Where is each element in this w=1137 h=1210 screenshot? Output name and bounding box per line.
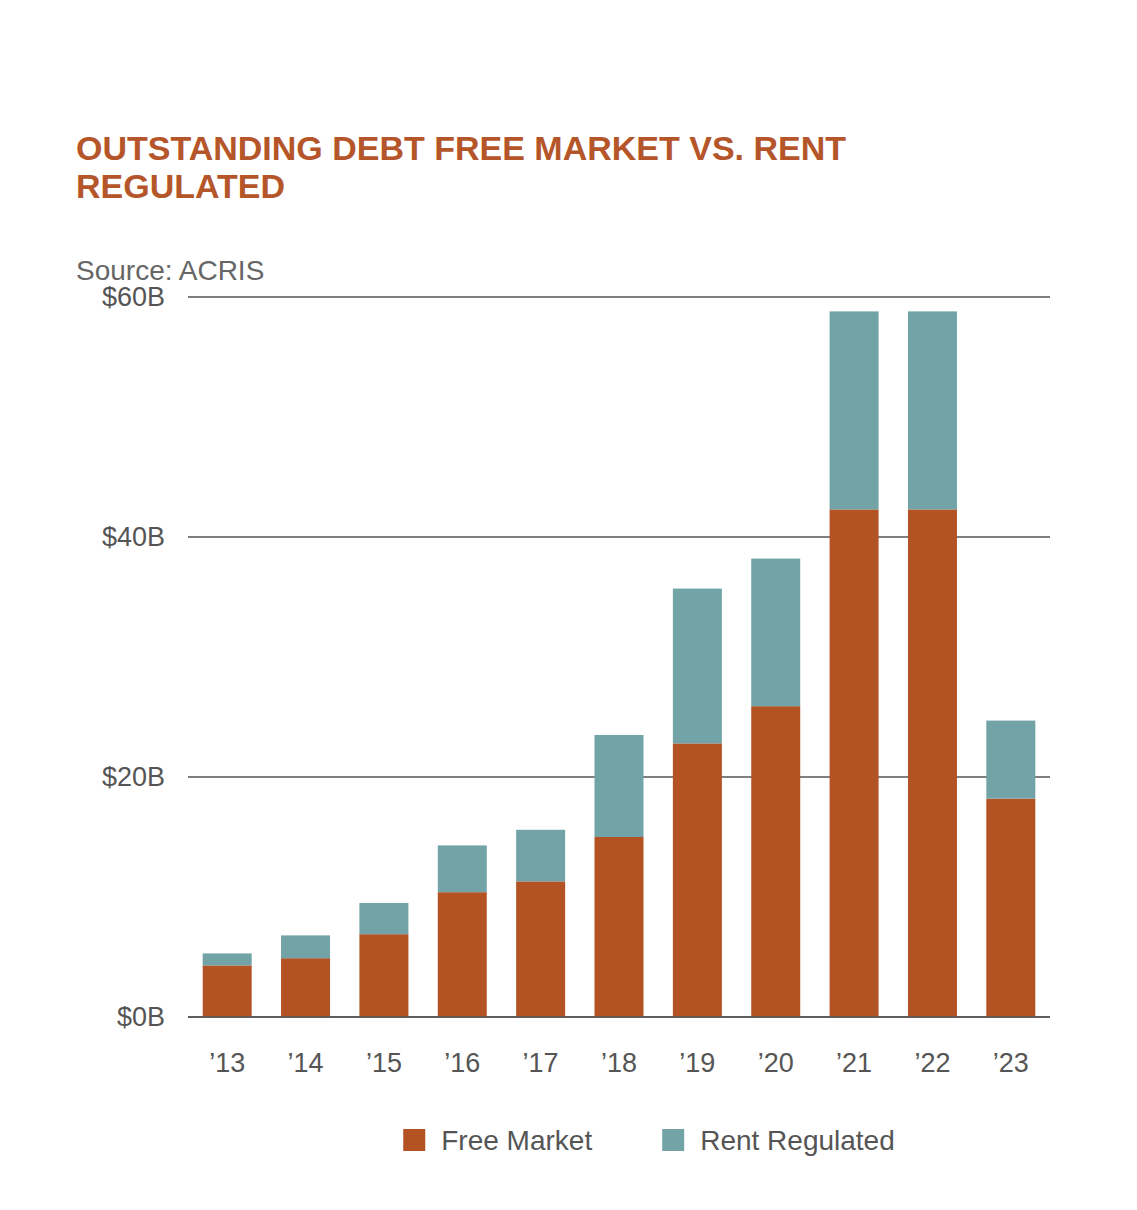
bar-segment bbox=[908, 509, 957, 1017]
y-tick-label: $0B bbox=[117, 1002, 165, 1032]
bar-segment bbox=[516, 881, 565, 1017]
bar-segment bbox=[438, 845, 487, 892]
legend: Free Market Rent Regulated bbox=[403, 1125, 895, 1156]
x-tick-label: ’18 bbox=[601, 1048, 637, 1078]
bar-segment bbox=[359, 934, 408, 1017]
x-tick-label: ’13 bbox=[209, 1048, 245, 1078]
chart: OUTSTANDING DEBT FREE MARKET VS. RENTREG… bbox=[0, 0, 1137, 1210]
x-tick-label: ’16 bbox=[444, 1048, 480, 1078]
y-tick-label: $40B bbox=[102, 522, 165, 552]
x-axis bbox=[188, 1016, 1050, 1018]
bar-segment bbox=[986, 721, 1035, 799]
x-tick-label: ’22 bbox=[914, 1048, 950, 1078]
bar-segment bbox=[751, 559, 800, 707]
x-tick-label: ’14 bbox=[288, 1048, 324, 1078]
legend-label: Rent Regulated bbox=[700, 1125, 895, 1156]
bar-segment bbox=[281, 958, 330, 1017]
bars bbox=[203, 311, 1036, 1017]
bar-segment bbox=[203, 965, 252, 1017]
bar-segment bbox=[595, 735, 644, 837]
bar-segment bbox=[203, 953, 252, 965]
x-tick-label: ’15 bbox=[366, 1048, 402, 1078]
title: OUTSTANDING DEBT FREE MARKET VS. RENTREG… bbox=[76, 129, 846, 205]
bar-segment bbox=[359, 903, 408, 934]
bar-segment bbox=[595, 837, 644, 1017]
x-tick-label: ’20 bbox=[758, 1048, 794, 1078]
legend-swatch bbox=[403, 1129, 425, 1151]
x-tick-label: ’21 bbox=[836, 1048, 872, 1078]
bar-segment bbox=[986, 799, 1035, 1017]
bar-segment bbox=[673, 589, 722, 744]
y-tick-label: $60B bbox=[102, 282, 165, 312]
grid-line bbox=[188, 1016, 1050, 1018]
bar-segment bbox=[281, 935, 330, 958]
y-tick-label: $20B bbox=[102, 762, 165, 792]
x-tick-label: ’17 bbox=[523, 1048, 559, 1078]
bar-segment bbox=[908, 311, 957, 509]
grid-line bbox=[188, 296, 1050, 298]
legend-label: Free Market bbox=[441, 1125, 592, 1156]
bar-segment bbox=[438, 892, 487, 1017]
bar-segment bbox=[751, 706, 800, 1017]
x-tick-label: ’19 bbox=[679, 1048, 715, 1078]
legend-swatch bbox=[662, 1129, 684, 1151]
bar-segment bbox=[830, 509, 879, 1017]
x-tick-label: ’23 bbox=[993, 1048, 1029, 1078]
bar-segment bbox=[673, 743, 722, 1017]
bar-segment bbox=[830, 311, 879, 509]
bar-segment bbox=[516, 830, 565, 882]
